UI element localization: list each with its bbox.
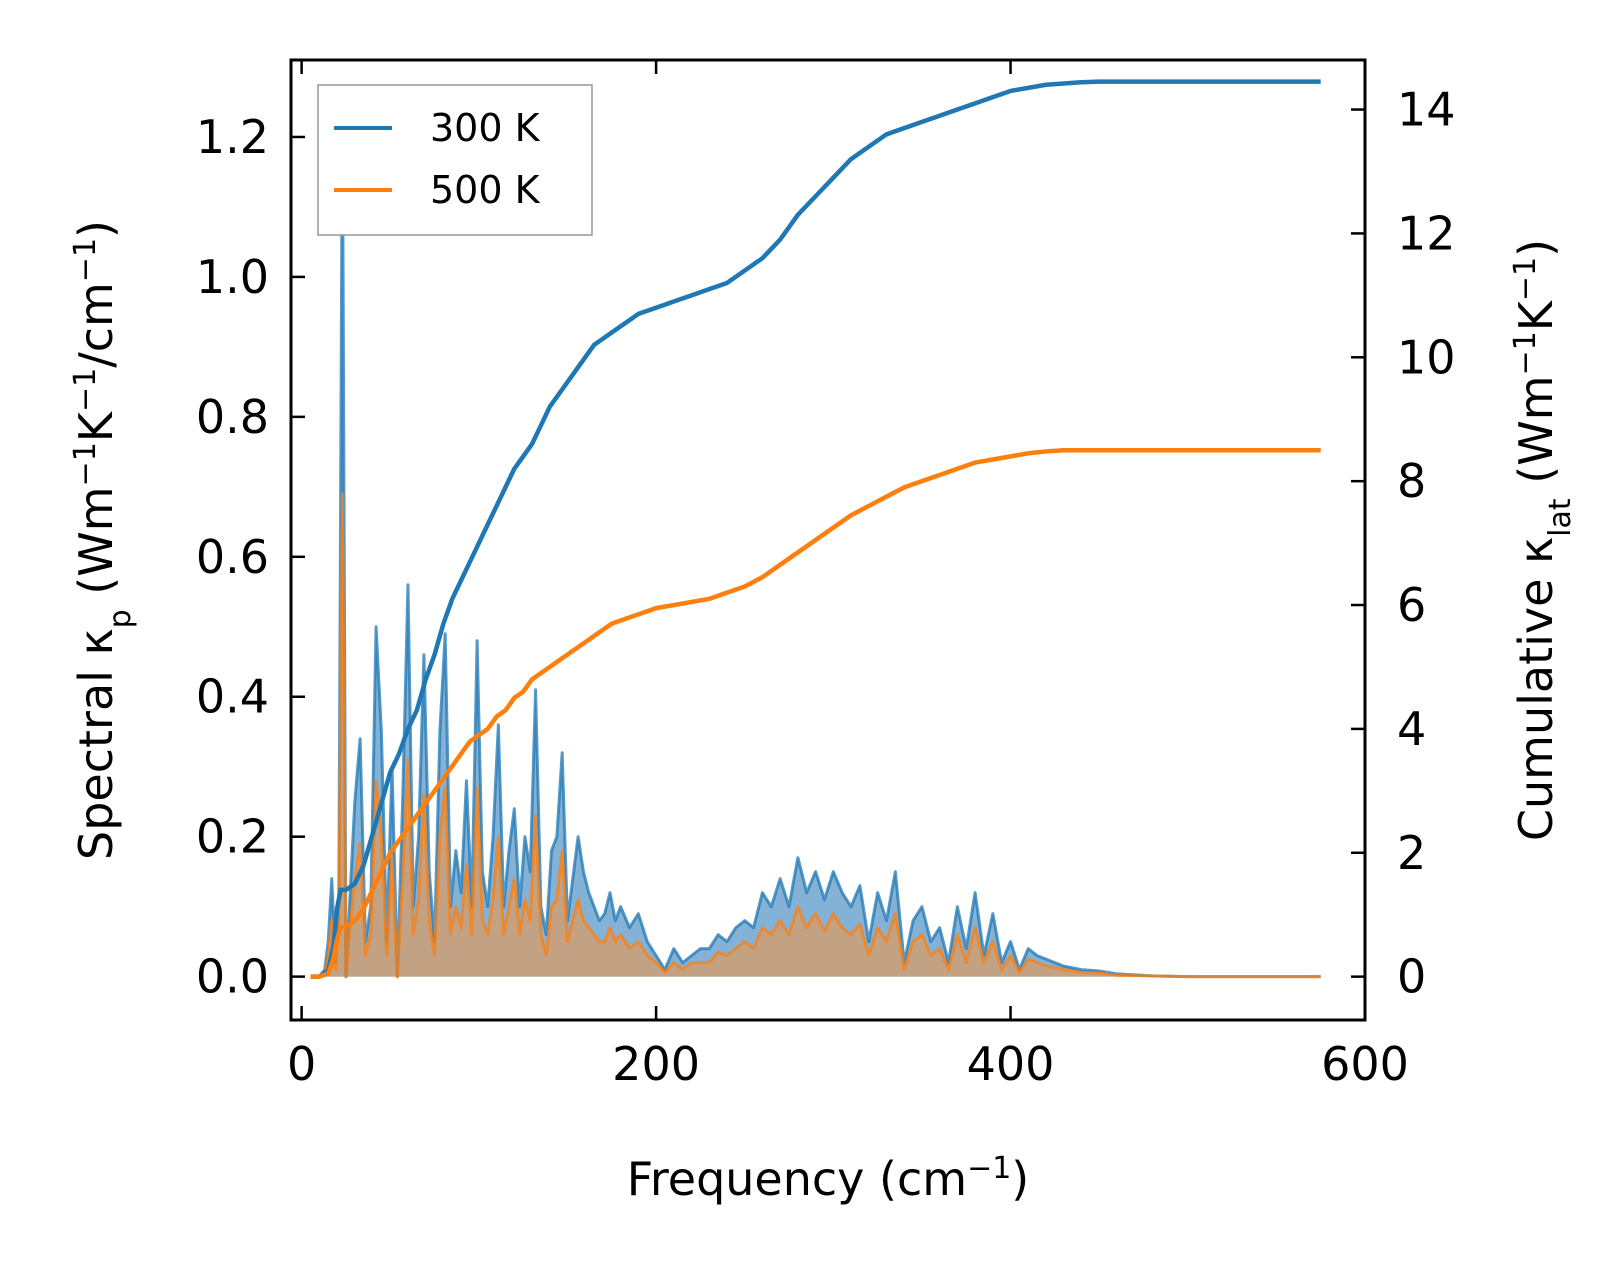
legend-label-300k: 300 K	[430, 106, 541, 150]
y-right-tick-label: 12	[1397, 206, 1456, 260]
y-left-tick-label: 1.2	[196, 110, 269, 164]
cumulative-line-500k	[310, 447, 1321, 979]
x-tick-label: 0	[287, 1037, 316, 1091]
legend: 300 K 500 K	[317, 84, 593, 236]
y-right-tick-label: 14	[1397, 83, 1456, 137]
y-right-tick-label: 4	[1397, 702, 1426, 756]
y-right-tick-label: 0	[1397, 950, 1426, 1004]
y-left-tick-label: 0.8	[196, 390, 269, 444]
x-tick-label: 400	[967, 1037, 1055, 1091]
cumulative-line-300k	[310, 79, 1321, 979]
x-axis-label: Frequency (cm−1)	[627, 1151, 1030, 1207]
spectral-fill-500k	[310, 493, 1321, 977]
x-axis-ticks: 0 200 400 600	[287, 60, 1409, 1091]
y-left-tick-label: 0.0	[196, 950, 269, 1004]
plot-area	[310, 79, 1321, 979]
spectral-line-300k	[310, 100, 1321, 979]
y-right-axis-label: Cumulative κlat (Wm−1K−1)	[1508, 239, 1578, 841]
y-right-tick-label: 6	[1397, 578, 1426, 632]
y-right-tick-label: 2	[1397, 826, 1426, 880]
y-left-axis-ticks: 0.0 0.2 0.4 0.6 0.8 1.0 1.2	[196, 110, 305, 1004]
y-right-axis-ticks: 0 2 4 6 8 10 12 14	[1351, 83, 1456, 1004]
y-left-tick-label: 1.0	[196, 250, 269, 304]
y-right-tick-label: 10	[1397, 330, 1456, 384]
y-left-axis-label: Spectral κp (Wm−1K−1/cm−1)	[68, 220, 138, 860]
y-right-tick-label: 8	[1397, 454, 1426, 508]
y-left-tick-label: 0.4	[196, 670, 269, 724]
spectral-line-500k	[310, 492, 1321, 979]
legend-box	[317, 84, 593, 236]
x-tick-label: 600	[1321, 1037, 1409, 1091]
plot-frame	[289, 58, 1367, 1022]
legend-label-500k: 500 K	[430, 168, 541, 212]
x-tick-label: 200	[612, 1037, 700, 1091]
y-left-tick-label: 0.2	[196, 810, 269, 864]
y-left-tick-label: 0.6	[196, 530, 269, 584]
